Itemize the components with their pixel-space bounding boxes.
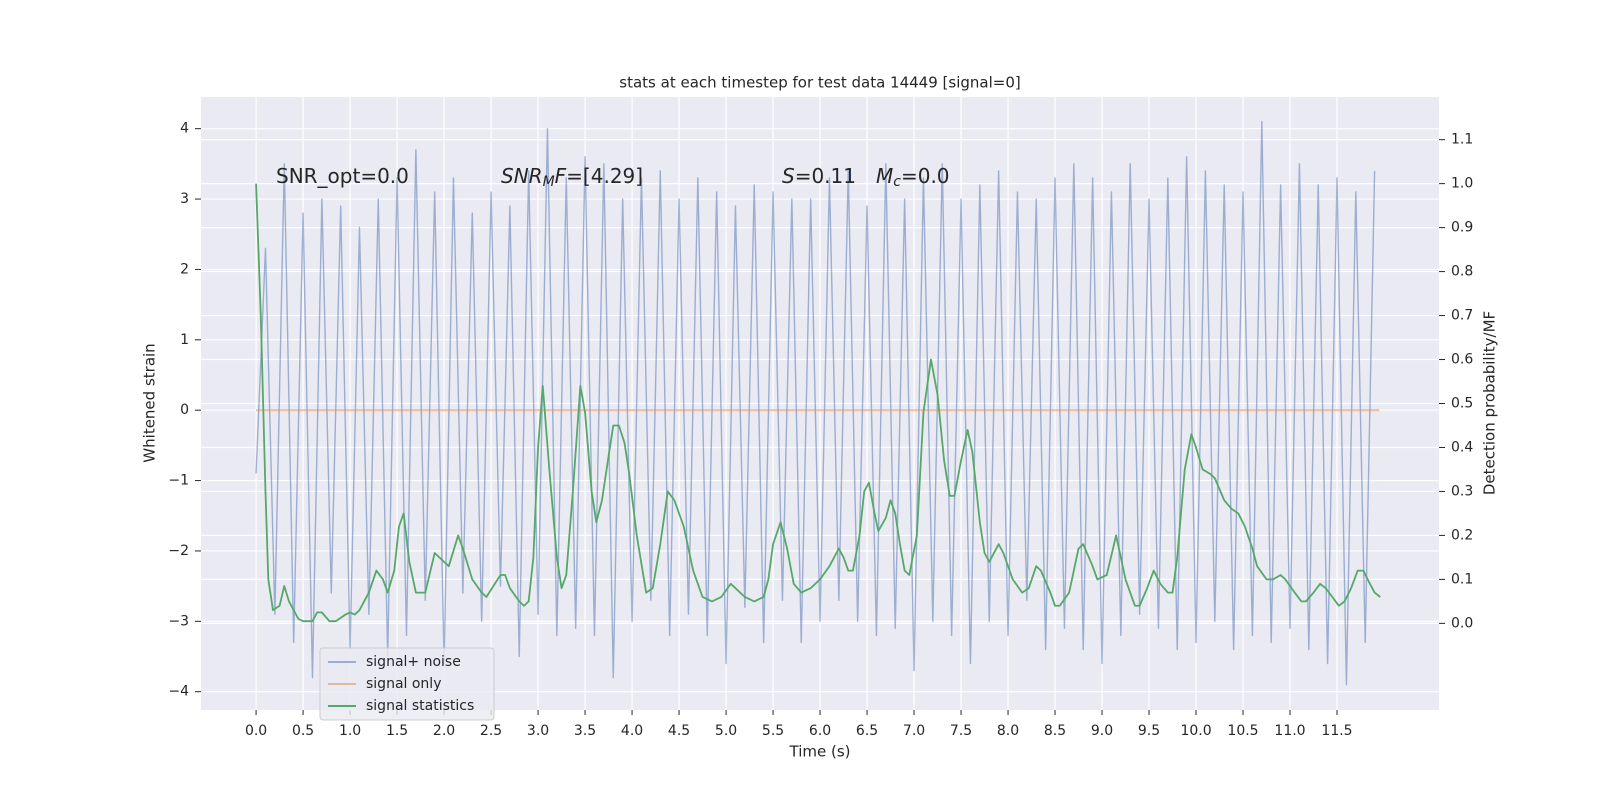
y2-tick-label: 0.1 [1451,571,1473,587]
y2-tick-label: 0.2 [1451,527,1473,543]
annotation-part: =0.0 [901,164,950,188]
y-tick-label: 0 [180,402,189,418]
x-tick-label: 4.5 [668,723,690,739]
legend-label: signal only [366,676,441,692]
y2-tick-label: 0.0 [1451,615,1473,631]
y-tick-label: −2 [168,543,189,559]
x-tick-label: 1.0 [339,723,361,739]
x-tick-label: 6.0 [809,723,831,739]
y-tick-label: −4 [168,684,189,700]
x-tick-label: 8.5 [1044,723,1066,739]
y-tick-label: 2 [180,261,189,277]
y2-tick-label: 0.6 [1451,352,1473,368]
y-tick-label: 4 [180,121,189,137]
x-tick-label: 4.0 [621,723,643,739]
x-tick-label: 9.5 [1138,723,1160,739]
y2-tick-label: 0.5 [1451,396,1473,412]
x-axis-label: Time (s) [789,743,851,761]
y2-tick-label: 0.4 [1451,439,1473,455]
y2-tick-label: 0.9 [1451,220,1473,236]
annotation: SNRMF=[4.29] [501,164,643,191]
annotation-part: S [782,164,795,188]
annotation-part: =0.11 [795,164,856,188]
legend-label: signal statistics [366,698,474,714]
y2-tick-label: 1.0 [1451,176,1473,192]
y-axis-label: Whitened strain [141,343,159,462]
x-tick-label: 6.5 [856,723,878,739]
y2-axis-label: Detection probability/MF [1481,311,1499,495]
annotation-part: F [555,164,567,188]
y2-tick-label: 0.3 [1451,483,1473,499]
y-tick-label: 3 [180,191,189,207]
y-tick-label: 1 [180,332,189,348]
annotation-part: =[4.29] [566,164,643,188]
x-tick-label: 1.5 [386,723,408,739]
x-tick-label: 7.0 [903,723,925,739]
annotation: S=0.11 [782,164,856,188]
annotation-part: M [543,174,555,190]
annotation-part: SNR [501,164,543,188]
legend-label: signal+ noise [366,654,461,670]
x-tick-label: 2.5 [480,723,502,739]
x-tick-label: 11.5 [1321,723,1352,739]
y-tick-label: −3 [168,613,189,629]
annotation-part: SNR_opt=0.0 [276,164,409,188]
legend-box [319,647,495,721]
x-tick-label: 0.0 [245,723,267,739]
y-tick-label: −1 [168,473,189,489]
x-tick-label: 5.5 [762,723,784,739]
x-tick-label: 3.5 [574,723,596,739]
x-tick-label: 11.0 [1274,723,1305,739]
x-tick-label: 2.0 [433,723,455,739]
x-tick-label: 9.0 [1091,723,1113,739]
annotation: Mc=0.0 [876,164,950,191]
y2-tick-label: 0.8 [1451,264,1473,280]
x-tick-label: 5.0 [715,723,737,739]
x-tick-label: 3.0 [527,723,549,739]
x-tick-label: 8.0 [997,723,1019,739]
annotation-part: M [876,164,893,188]
x-tick-label: 0.5 [292,723,314,739]
annotation: SNR_opt=0.0 [276,164,409,188]
x-tick-label: 10.5 [1227,723,1258,739]
x-tick-label: 10.0 [1180,723,1211,739]
y2-tick-label: 1.1 [1451,132,1473,148]
x-tick-label: 7.5 [950,723,972,739]
y2-tick-label: 0.7 [1451,308,1473,324]
annotation-part: c [893,174,901,190]
chart-title: stats at each timestep for test data 144… [619,74,1020,92]
series-line [255,183,1381,623]
